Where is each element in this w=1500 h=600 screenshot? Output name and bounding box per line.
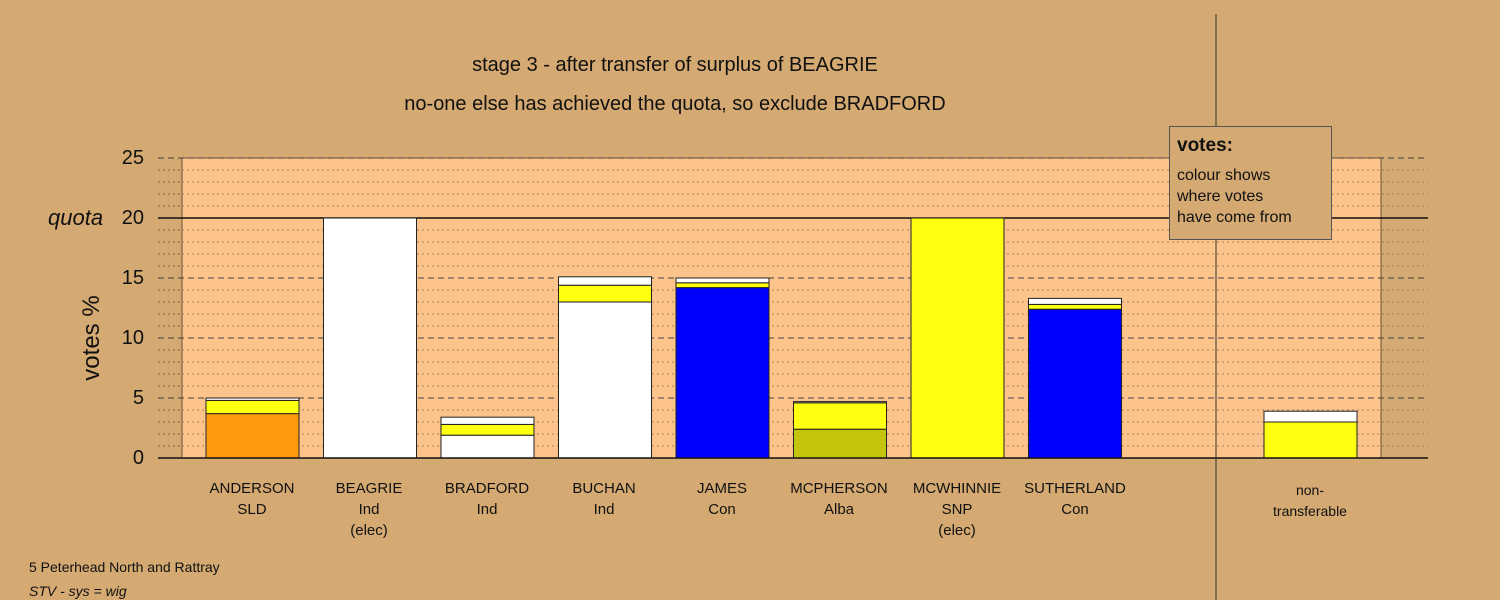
bar-segment-mcpherson xyxy=(793,402,887,430)
bar-segment-anderson xyxy=(205,413,300,459)
y-tick-25: 25 xyxy=(121,147,144,169)
candidate-label: BUCHAN Ind xyxy=(534,478,674,520)
bar-segment-anderson xyxy=(205,397,300,401)
footer-system: STV - sys = wig xyxy=(29,583,127,599)
candidate-name: SUTHERLAND xyxy=(1024,480,1126,497)
bar-segment-sutherland xyxy=(1028,297,1122,305)
y-tick-0: 0 xyxy=(132,447,144,469)
chart-title: stage 3 - after transfer of surplus of B… xyxy=(472,54,878,76)
quota-label: quota xyxy=(48,205,104,230)
bar-segment-buchan xyxy=(558,284,652,303)
candidate-label: ANDERSON SLD xyxy=(182,478,322,520)
bar-segment-sutherland xyxy=(1028,303,1122,310)
candidate-label: JAMES Con xyxy=(652,478,792,520)
candidate-party: Ind xyxy=(358,501,380,518)
y-tick-20: 20 xyxy=(121,207,144,229)
bar-segment-mcpherson xyxy=(793,428,887,459)
candidate-name: JAMES xyxy=(696,480,747,497)
legend-title: votes: xyxy=(1177,135,1233,156)
candidate-party: Con xyxy=(1061,501,1089,518)
candidate-name: ANDERSON xyxy=(209,480,295,497)
non-transferable-line2: transferable xyxy=(1273,503,1347,519)
bar-segment-beagrie xyxy=(323,217,417,459)
bar-segment-mcpherson xyxy=(793,401,887,404)
chart-subtitle: no-one else has achieved the quota, so e… xyxy=(404,93,946,115)
non-transferable-line1: non- xyxy=(1295,482,1325,498)
candidate-label: MCWHINNIE SNP (elec) xyxy=(887,478,1027,541)
candidate-party: SNP xyxy=(941,501,973,518)
bar-segment-bradford xyxy=(440,423,535,436)
candidate-party: Con xyxy=(708,501,736,518)
legend-box: votes: colour shows where votes have com… xyxy=(1169,126,1332,240)
candidate-label: BRADFORD Ind xyxy=(417,478,557,520)
bar-segment-james xyxy=(675,277,770,284)
bar-segment-bradford xyxy=(440,416,535,425)
candidate-party: SLD xyxy=(237,501,267,518)
candidate-name: MCPHERSON xyxy=(790,480,888,497)
non-transferable-label: non- transferable xyxy=(1250,480,1370,522)
candidate-status: (elec) xyxy=(350,522,388,539)
bar-segment-sutherland xyxy=(1028,308,1122,459)
candidate-status: (elec) xyxy=(938,522,976,539)
y-tick-15: 15 xyxy=(121,267,144,289)
bar-segment-non-transferable xyxy=(1263,410,1358,423)
candidate-name: MCWHINNIE xyxy=(912,480,1002,497)
bar-segment-anderson xyxy=(205,399,300,415)
y-tick-10: 10 xyxy=(121,327,144,349)
footer-ward: 5 Peterhead North and Rattray xyxy=(29,559,220,575)
bar-segment-buchan xyxy=(558,276,652,286)
candidate-label: SUTHERLAND Con xyxy=(1005,478,1145,520)
bar-segment-james xyxy=(675,287,770,459)
legend-text: colour shows where votes have come from xyxy=(1177,167,1292,226)
bar-segment-non-transferable xyxy=(1263,421,1358,459)
bar-segment-buchan xyxy=(558,301,652,459)
candidate-label: BEAGRIE Ind (elec) xyxy=(299,478,439,541)
candidate-party: Alba xyxy=(823,501,855,518)
bar-segment-mcwhinnie xyxy=(910,217,1005,459)
candidate-name: BUCHAN xyxy=(572,480,636,497)
y-tick-5: 5 xyxy=(132,387,144,409)
candidate-name: BEAGRIE xyxy=(335,480,403,497)
bar-segment-james xyxy=(675,282,770,289)
candidate-party: Ind xyxy=(476,501,498,518)
y-axis-label: votes % xyxy=(78,295,105,381)
candidate-name: BRADFORD xyxy=(444,480,530,497)
candidate-label: MCPHERSON Alba xyxy=(769,478,909,520)
candidate-party: Ind xyxy=(593,501,615,518)
bar-segment-bradford xyxy=(440,434,535,459)
